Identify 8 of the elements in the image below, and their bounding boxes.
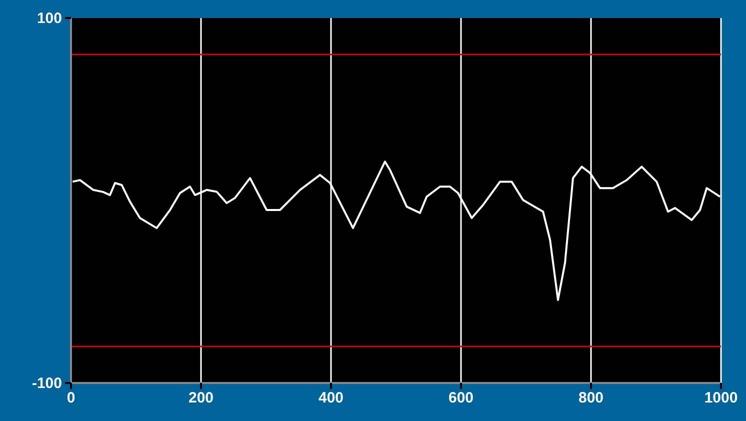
y-tick-label: 100 (36, 10, 62, 27)
x-tick-label: 200 (188, 390, 214, 407)
x-tick-label: 1000 (704, 390, 738, 407)
x-tick-label: 400 (318, 390, 344, 407)
x-tick-label: 0 (66, 390, 76, 407)
x-tick-label: 800 (578, 390, 604, 407)
x-tick-label: 600 (448, 390, 474, 407)
y-tick-label: -100 (32, 374, 62, 392)
